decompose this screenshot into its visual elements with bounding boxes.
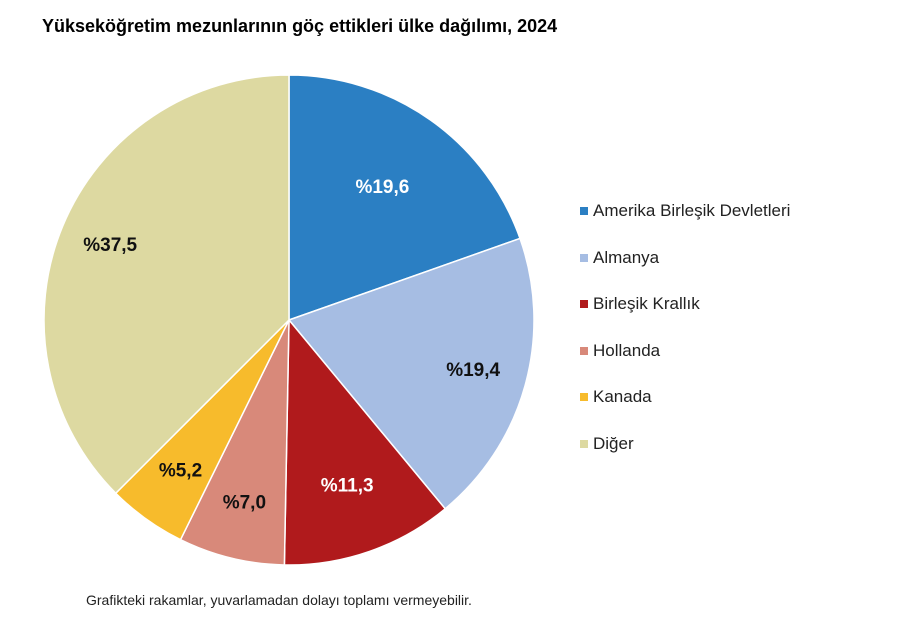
legend-label-netherlands: Hollanda [593,340,661,360]
legend-swatch-germany [580,253,588,262]
legend-swatch-netherlands [580,346,588,355]
legend-swatch-other [580,439,588,448]
pie-slice-netherlands [179,319,290,566]
pie-slice-other [43,74,290,495]
data-label-netherlands: %7,0 [223,492,266,513]
data-label-other: %37,5 [83,235,137,256]
legend-item-united-kingdom: Birleşik Krallık [580,281,790,328]
chart-title: Yükseköğretim mezunlarının göç ettikleri… [42,16,558,36]
chart-footnote: Grafikteki rakamlar, yuvarlamadan dolayı… [86,592,472,608]
legend-swatch-united-kingdom [580,300,588,309]
legend-item-netherlands: Hollanda [580,328,790,375]
data-label-germany: %19,4 [446,360,500,381]
legend-item-other: Diğer [580,421,790,468]
legend-label-germany: Almanya [593,247,660,267]
legend-label-united-kingdom: Birleşik Krallık [593,294,700,314]
legend-label-canada: Kanada [593,387,652,407]
data-label-usa: %19,6 [355,177,409,198]
data-label-canada: %5,2 [159,460,202,481]
legend-swatch-usa [580,207,588,216]
legend-label-usa: Amerika Birleşik Devletleri [593,201,791,221]
legend-swatch-canada [580,393,588,402]
chart-legend: Amerika Birleşik Devletleri Almanya Birleş… [580,188,790,467]
legend-item-germany: Almanya [580,235,790,282]
legend-item-usa: Amerika Birleşik Devletleri [580,188,790,235]
data-label-united-kingdom: %11,3 [321,476,374,497]
legend-item-canada: Kanada [580,374,790,421]
legend-label-other: Diğer [593,433,634,453]
pie-slice-germany [287,237,535,510]
pie-slice-united-kingdom [283,317,447,566]
